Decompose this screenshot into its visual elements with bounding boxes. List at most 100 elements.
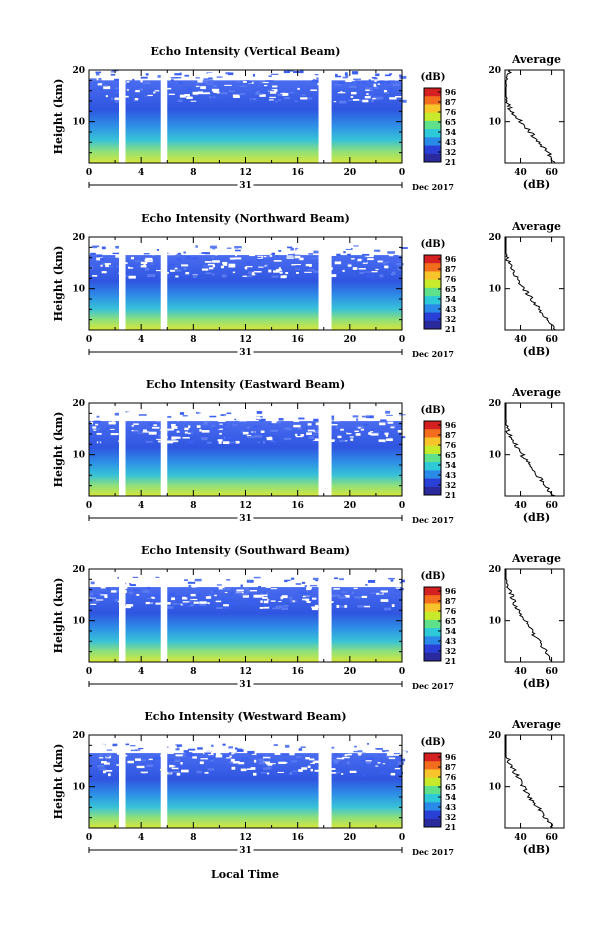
x-tick-label: 16 [291,335,304,345]
colorbar-tick-label: 43 [445,470,457,480]
average-profile-line [505,569,553,663]
colorbar-tick-label: 32 [445,480,456,490]
colorbar-band-5 [424,120,441,130]
colorbar-band-6 [424,296,441,305]
colorbar-tick-label: 65 [445,782,456,792]
colorbar-band-8 [424,145,441,155]
colorbar-band-3 [424,769,441,779]
average-y-tick-label: 20 [488,233,501,243]
colorbar-band-2 [424,595,441,604]
x-tick-label: 0 [86,833,92,843]
data-gap-2 [160,734,168,829]
panel-2: Echo Intensity (Northward Beam) 20 10 Heigh… [52,212,565,359]
data-gap-1 [118,402,126,497]
colorbar-band-3 [424,104,441,114]
y-tick-label: 10 [72,617,85,627]
colorbar-band-9 [424,652,441,662]
colorbar-band-8 [424,312,441,322]
colorbar-tick-label: 43 [445,636,457,646]
average-y-tick-label: 20 [488,399,501,409]
date-day: 31 [239,846,252,856]
average-frame [504,568,565,663]
colorbar-band-9 [424,486,441,496]
data-gap-1 [118,568,126,663]
colorbar-tick-label: 43 [445,802,457,812]
colorbar-band-8 [424,478,441,488]
date-day-bg [237,513,254,523]
y-tick-label: 20 [72,731,85,741]
heatmap-speckle [89,742,408,777]
average-title: Average [511,552,561,565]
average-x-tick-label: 60 [545,168,558,178]
average-x-label: (dB) [523,511,550,524]
panel-title: Echo Intensity (Eastward Beam) [146,378,345,391]
colorbar-band-2 [424,429,441,438]
average-title: Average [511,718,561,731]
average-title: Average [511,53,561,66]
average-x-tick-label: 40 [514,667,527,677]
average-y-tick-label: 10 [488,451,501,461]
colorbar-label: (dB) [421,737,446,748]
heatmap-speckle [89,70,407,104]
colorbar-tick-label: 96 [445,420,457,430]
average-y-tick-label: 10 [488,783,501,793]
y-axis-label: Height (km) [52,744,65,820]
data-gap-2 [160,402,168,497]
x-tick-label: 0 [399,667,405,677]
colorbar-frame [423,87,442,163]
colorbar-tick-label: 54 [445,460,457,470]
colorbar-tick-label: 65 [445,450,456,460]
panel-3: Echo Intensity (Eastward Beam) 20 10 Height… [52,378,565,525]
average-profile-line [505,237,557,331]
colorbar-tick-label: 76 [445,274,457,284]
colorbar-band-6 [424,794,441,803]
date-day: 31 [239,181,252,191]
colorbar-tick-label: 21 [445,157,456,167]
average-x-label: (dB) [523,178,550,191]
panel-5: Echo Intensity (Westward Beam) 20 10 Height… [52,710,565,857]
x-tick-label: 8 [190,667,196,677]
x-tick-label: 8 [190,335,196,345]
date-day: 31 [239,348,252,358]
colorbar-band-5 [424,619,441,629]
average-frame [504,734,565,829]
colorbar-tick-label: 96 [445,586,457,596]
x-tick-label: 4 [138,833,144,843]
colorbar-tick-label: 32 [445,812,456,822]
colorbar-tick-label: 54 [445,626,457,636]
colorbar-tick-label: 65 [445,117,456,127]
x-tick-label: 12 [239,501,252,511]
colorbar-band-2 [424,96,441,105]
x-tick-label: 0 [399,833,405,843]
colorbar-tick-label: 87 [445,264,456,274]
x-tick-label: 8 [190,501,196,511]
colorbar-tick-label: 32 [445,147,456,157]
x-tick-label: 4 [138,667,144,677]
date-day-bg [237,845,254,855]
x-tick-label: 4 [138,168,144,178]
average-profile-line [505,403,556,497]
average-y-tick-label: 20 [488,731,501,741]
average-frame [504,69,565,164]
y-tick-label: 20 [72,399,85,409]
colorbar-band-6 [424,129,441,138]
data-gap-3 [318,236,332,331]
colorbar-tick-label: 96 [445,752,457,762]
average-y-tick-label: 20 [488,66,501,76]
date-label: Dec 2017 [412,515,454,525]
panel-1: Echo Intensity (Vertical Beam) 20 10 Height… [52,45,565,192]
colorbar-band-4 [424,112,441,122]
y-tick-label: 20 [72,66,85,76]
y-axis-label: Height (km) [52,79,65,155]
x-tick-label: 16 [291,168,304,178]
x-tick-label: 0 [86,667,92,677]
colorbar-band-9 [424,153,441,163]
heatmap-speckle [89,576,405,611]
colorbar-band-2 [424,761,441,770]
data-gap-1 [118,236,126,331]
y-tick-label: 10 [72,285,85,295]
average-x-tick-label: 60 [545,667,558,677]
colorbar-tick-label: 76 [445,772,457,782]
heatmap-speckle [90,410,408,445]
panel-title: Echo Intensity (Northward Beam) [141,212,350,225]
